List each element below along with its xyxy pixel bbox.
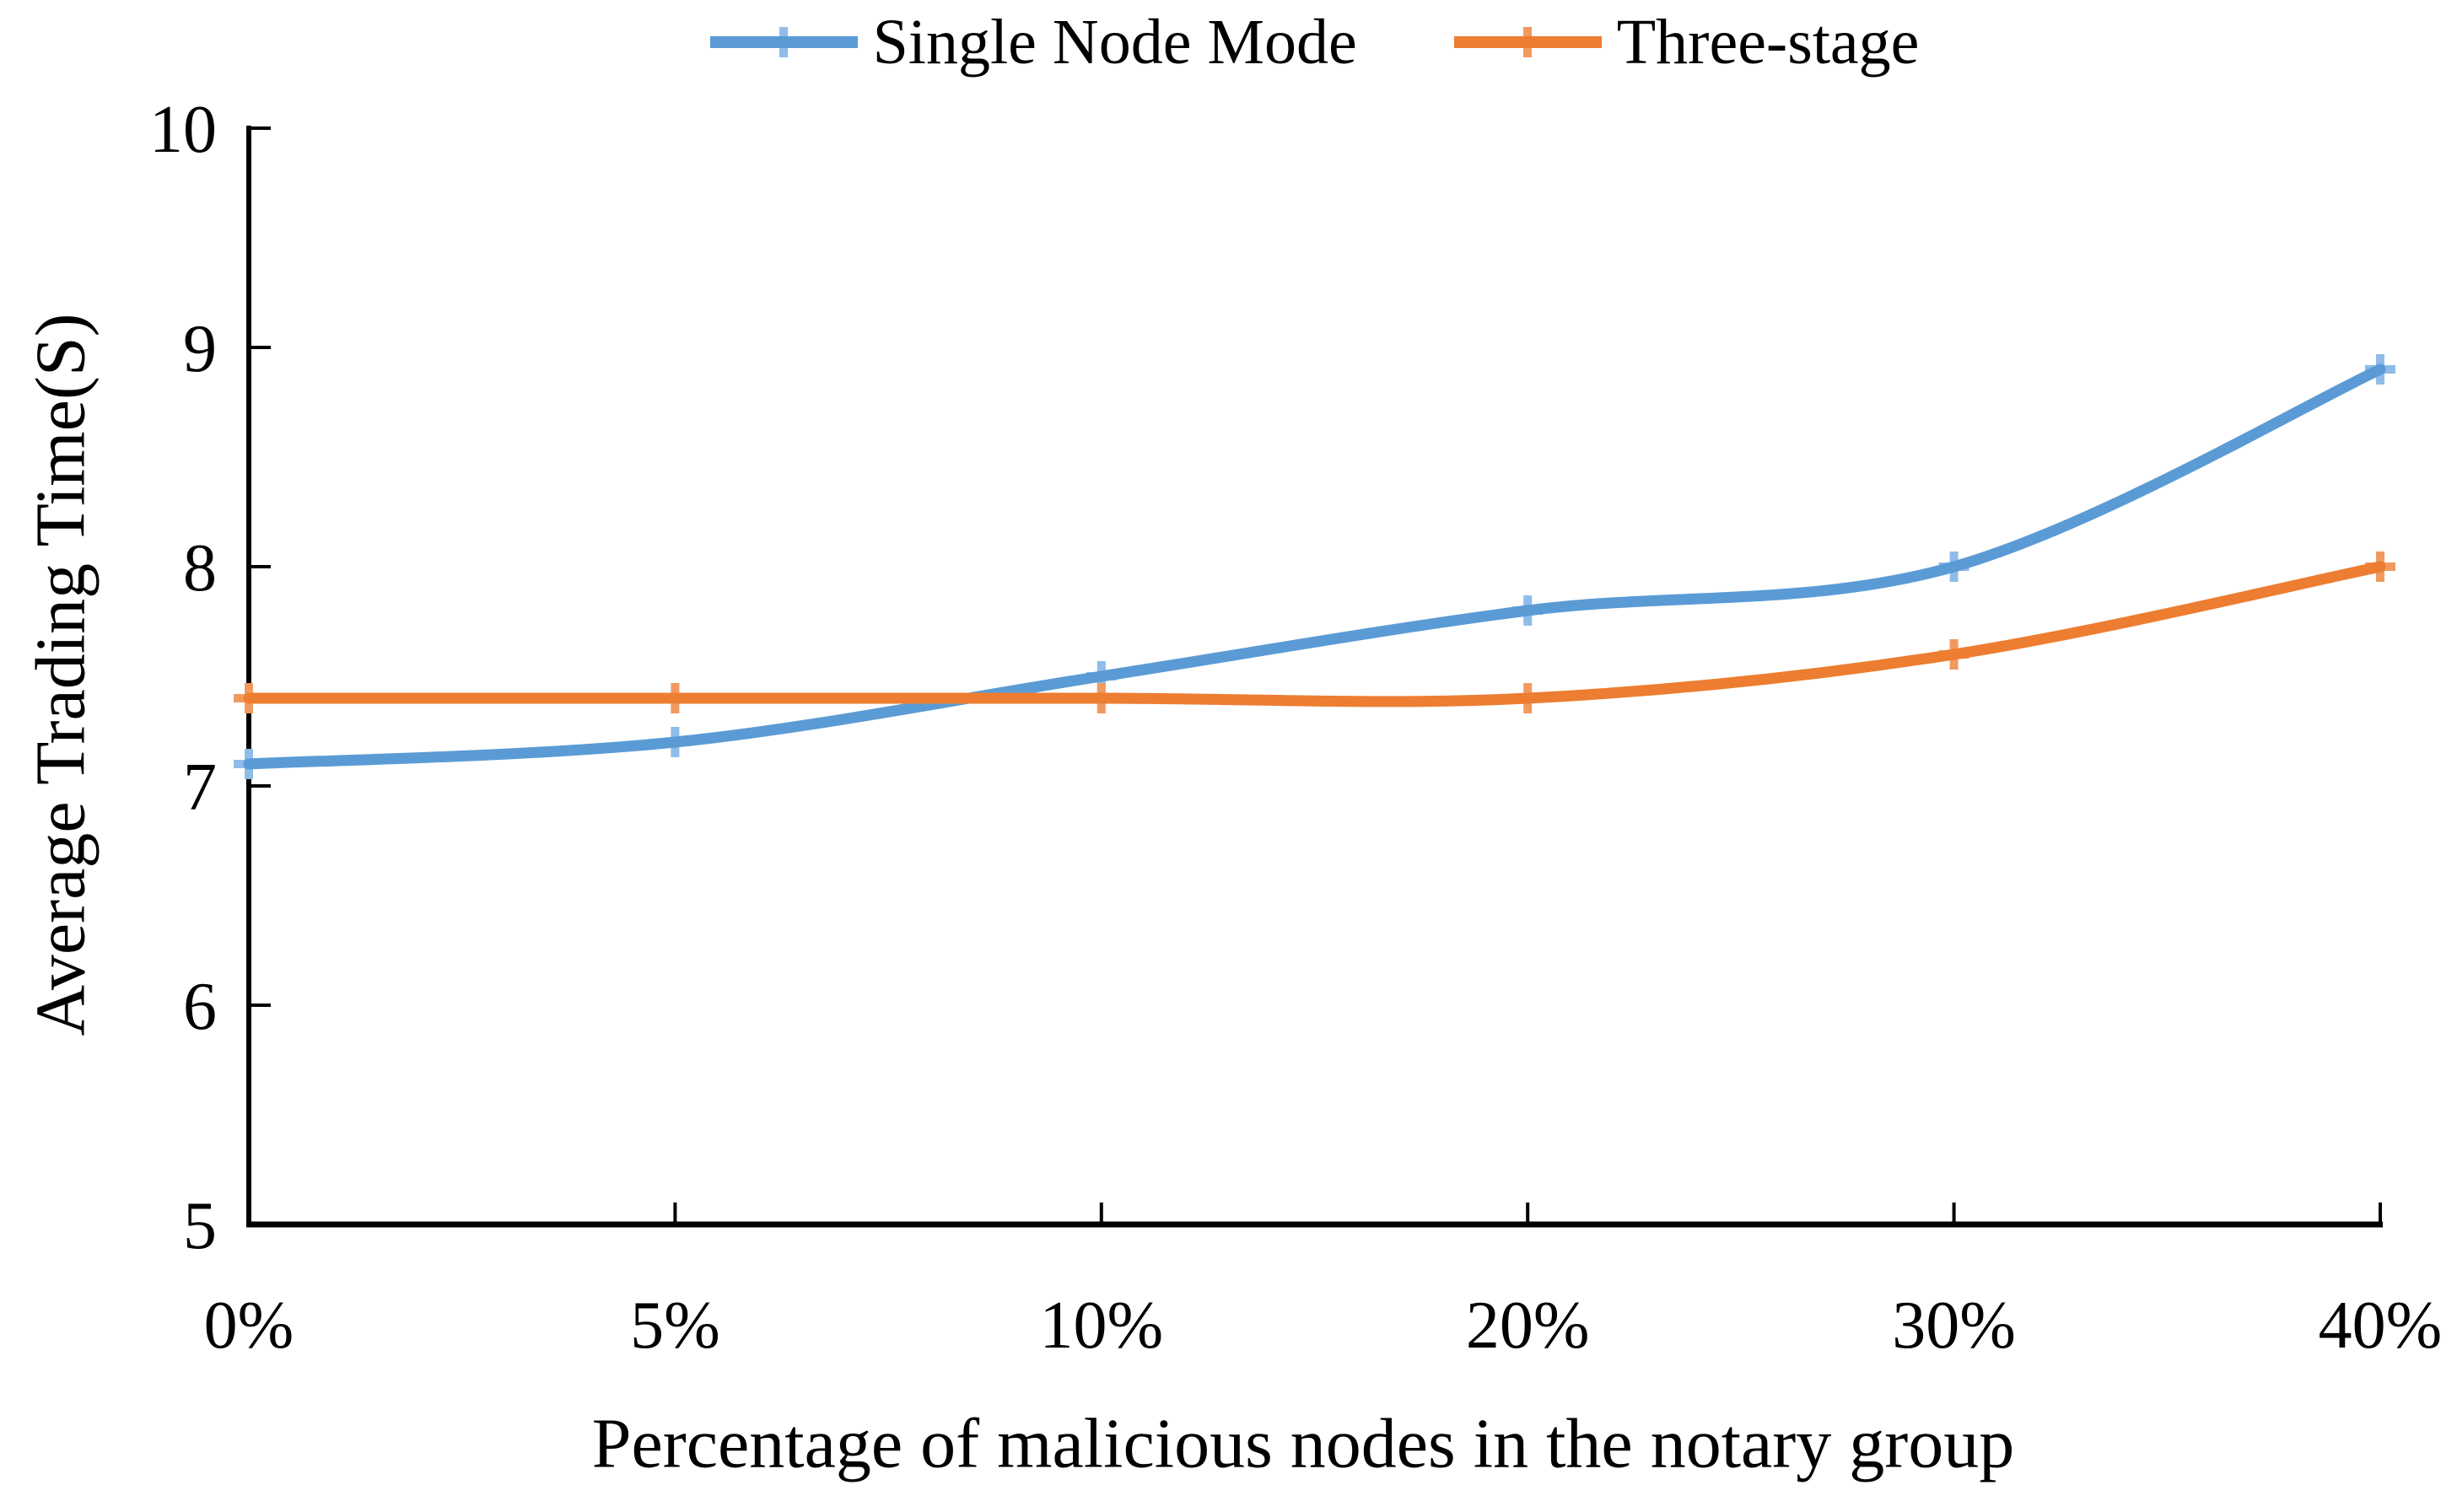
x-tick-label: 0% [204, 1289, 294, 1363]
y-tick-label: 5 [183, 1189, 217, 1263]
x-tick-label: 5% [630, 1289, 720, 1363]
series-line-single-node-mode [243, 363, 2386, 770]
legend-line-sample-three-stage [1453, 24, 1602, 60]
x-tick-label: 30% [1892, 1289, 2016, 1363]
legend-label-three-stage: Three-stage [1616, 7, 1920, 78]
chart-legend: Single Node Mode Three-stage [249, 0, 2380, 84]
series-line-three-stage [243, 561, 2386, 708]
legend-line-icon [709, 36, 858, 48]
legend-item-three-stage: Three-stage [1453, 7, 1920, 78]
x-tick-label: 40% [2319, 1289, 2443, 1363]
y-tick-label: 9 [183, 312, 217, 386]
x-tick-label: 10% [1039, 1289, 1163, 1363]
legend-label-single-node-mode: Single Node Mode [872, 7, 1357, 78]
y-tick-label: 6 [183, 970, 217, 1044]
legend-line-icon [1453, 36, 1602, 48]
x-tick-label: 20% [1466, 1289, 1590, 1363]
y-axis-title: Average Trading Time(S) [21, 313, 100, 1036]
y-tick-label: 10 [149, 93, 217, 167]
legend-item-single-node-mode: Single Node Mode [709, 7, 1357, 78]
legend-line-sample-single-node-mode [709, 24, 858, 60]
y-tick-label: 7 [183, 751, 217, 825]
x-axis-title: Percentage of malicious nodes in the not… [591, 1404, 2015, 1483]
y-tick-label: 8 [183, 531, 217, 605]
